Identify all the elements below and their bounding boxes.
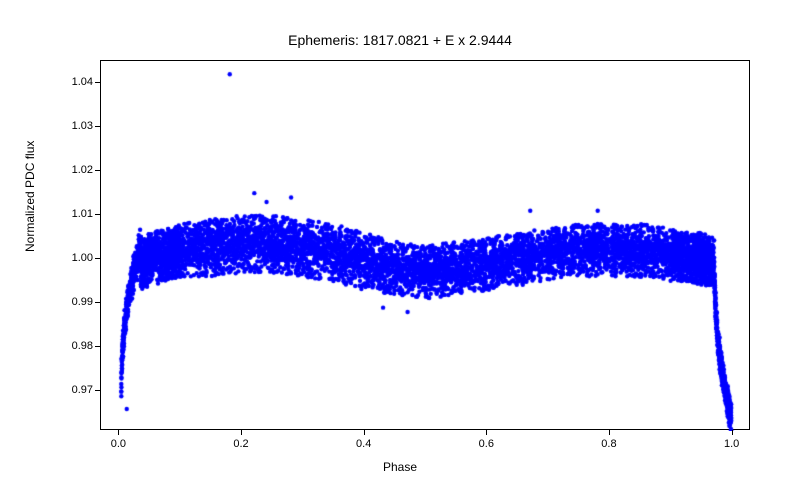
scatter-canvas: [101, 61, 751, 431]
x-tick-label: 0.8: [601, 438, 616, 450]
x-tick-label: 0.4: [356, 438, 371, 450]
x-tick: [241, 430, 242, 435]
x-axis-label: Phase: [0, 460, 800, 474]
x-tick-label: 0.6: [479, 438, 494, 450]
chart-title: Ephemeris: 1817.0821 + E x 2.9444: [0, 32, 800, 48]
y-tick: [95, 258, 100, 259]
x-tick: [118, 430, 119, 435]
y-tick-label: 0.98: [55, 340, 93, 352]
y-tick: [95, 170, 100, 171]
y-tick-label: 1.03: [55, 120, 93, 132]
x-tick-label: 1.0: [724, 438, 739, 450]
x-tick: [364, 430, 365, 435]
y-tick-label: 1.02: [55, 164, 93, 176]
x-tick: [486, 430, 487, 435]
y-tick: [95, 302, 100, 303]
x-tick-label: 0.0: [111, 438, 126, 450]
y-tick: [95, 82, 100, 83]
y-tick-label: 0.99: [55, 296, 93, 308]
plot-area: [100, 60, 750, 430]
y-tick-label: 1.01: [55, 208, 93, 220]
x-tick-label: 0.2: [233, 438, 248, 450]
y-tick-label: 1.04: [55, 76, 93, 88]
y-tick: [95, 214, 100, 215]
chart-container: Ephemeris: 1817.0821 + E x 2.9444 Normal…: [0, 0, 800, 500]
x-tick: [609, 430, 610, 435]
y-axis-label: Normalized PDC flux: [23, 232, 37, 252]
y-tick: [95, 346, 100, 347]
x-tick: [732, 430, 733, 435]
y-tick: [95, 390, 100, 391]
y-tick: [95, 126, 100, 127]
y-tick-label: 0.97: [55, 384, 93, 396]
y-tick-label: 1.00: [55, 252, 93, 264]
